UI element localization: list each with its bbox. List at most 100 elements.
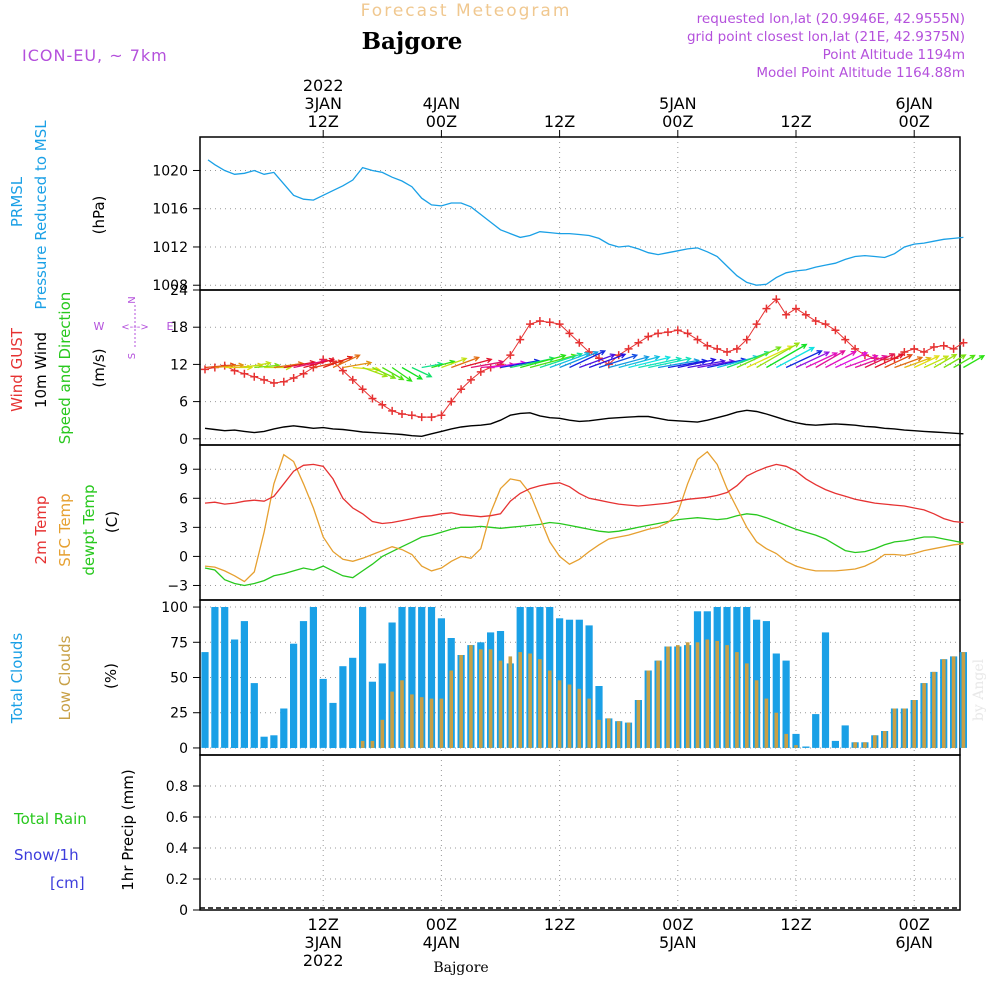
total-cloud-bar (585, 625, 593, 748)
total-cloud-bar (595, 686, 603, 748)
top-time-label: 00Z (426, 112, 457, 131)
bottom-time-label: 00Z (899, 915, 930, 934)
y-tick-label: 24 (170, 283, 188, 299)
gust-marker (742, 335, 751, 344)
low-cloud-bar (932, 671, 936, 748)
gust-marker (959, 338, 968, 347)
low-cloud-bar (548, 670, 552, 748)
y-tick-label: 12 (170, 357, 188, 373)
wind-arrow (391, 366, 413, 382)
y-tick-label: 0 (179, 903, 188, 919)
sfc-temp-label: SFC Temp (56, 493, 74, 566)
wind-arrow (588, 353, 627, 369)
gust-marker (585, 348, 594, 356)
wind-arrow (913, 355, 941, 369)
gust-marker (447, 397, 456, 406)
model-label: ICON-EU, ~ 7km (22, 46, 168, 65)
y-tick-label: 0.4 (166, 841, 188, 857)
compass-east: E (167, 320, 174, 333)
total-cloud-bar (339, 666, 347, 748)
gust-marker (388, 406, 397, 415)
low-cloud-bar (922, 683, 926, 748)
temp-unit: (C) (103, 511, 121, 533)
wind-speed-line (204, 409, 964, 438)
wind-arrow (874, 353, 905, 369)
total-cloud-bar (319, 678, 327, 748)
low-cloud-bar (410, 694, 414, 748)
y-tick-label: 1012 (152, 240, 188, 256)
low-cloud-bar (626, 722, 631, 748)
gust-marker (752, 320, 761, 329)
gust-marker (201, 365, 209, 374)
panel-frame (199, 754, 961, 911)
gust-marker (654, 329, 663, 338)
low-cloud-bar (488, 649, 493, 748)
low-cloud-bar (459, 655, 463, 748)
gust-marker (683, 329, 692, 338)
panel-frame (199, 444, 961, 601)
panel-frame (199, 136, 961, 291)
total-cloud-bar (231, 639, 239, 748)
gust-marker (269, 379, 278, 387)
bottom-time-label: 4JAN (423, 933, 461, 952)
y-tick-label: 0 (179, 432, 188, 448)
y-tick-label: 0.6 (166, 810, 188, 826)
gust-marker (338, 366, 347, 375)
compass-west: W (94, 320, 105, 333)
gust-marker (772, 295, 781, 304)
y-tick-label: 6 (179, 395, 188, 411)
gust-marker (545, 318, 554, 327)
gust-marker (841, 335, 850, 344)
low-cloud-bar (961, 652, 966, 748)
total-cloud-bar (388, 622, 396, 748)
gust-label: Wind GUST (8, 327, 26, 412)
gust-marker (427, 413, 436, 422)
gust-marker (575, 338, 584, 347)
y-tick-label: 6 (179, 491, 188, 507)
wind-arrow (943, 354, 967, 369)
location-name: Bajgore (362, 28, 463, 55)
y-tick-label: 3 (179, 520, 188, 536)
clouds-unit: (%) (102, 663, 120, 689)
compass-north: N (127, 296, 138, 303)
pressure-label: PRMSL (8, 176, 26, 227)
bottom-time-label: 12Z (780, 915, 811, 934)
y-tick-label: 0.2 (166, 872, 188, 888)
gust-marker (535, 317, 544, 325)
low-cloud-bar (853, 742, 857, 748)
y-tick-label: 75 (170, 635, 188, 651)
top-time-label: 00Z (662, 112, 693, 131)
wind-arrow (884, 354, 913, 369)
panel-temperature: −3 0 3 6 9 (167, 444, 961, 601)
low-cloud-bar (587, 698, 591, 748)
low-cloud-bar (882, 731, 887, 748)
pressure-line (207, 159, 964, 286)
wind-arrow (470, 359, 505, 369)
low-cloud-bar (725, 645, 729, 748)
low-cloud-bar (784, 733, 788, 748)
wind-arrow (815, 350, 846, 369)
wind-arrow (894, 356, 924, 369)
gust-marker (900, 348, 909, 356)
gust-marker (792, 304, 800, 313)
bottom-time-label: 12Z (308, 915, 339, 934)
low-cloud-bar (419, 697, 424, 748)
gust-marker (949, 344, 958, 353)
top-time-label: 12Z (544, 112, 575, 131)
y-tick-label: 1016 (152, 202, 188, 218)
total-cloud-bar (565, 619, 574, 748)
low-cloud-bar (764, 698, 769, 748)
wind-arrow (845, 354, 879, 369)
low-cloud-bar (616, 721, 621, 748)
gust-marker (673, 326, 682, 335)
wind-arrow (579, 353, 616, 369)
watermark: by Angel (971, 658, 987, 721)
low-cloud-bar (754, 680, 759, 748)
precip-unit: 1hr Precip (mm) (119, 769, 137, 890)
gust-marker (801, 310, 810, 319)
y-tick-label: 18 (170, 320, 188, 336)
wind-arrow (342, 360, 373, 369)
dewpt-label: dewpt Temp (80, 484, 98, 575)
low-cloud-bar (863, 742, 867, 748)
